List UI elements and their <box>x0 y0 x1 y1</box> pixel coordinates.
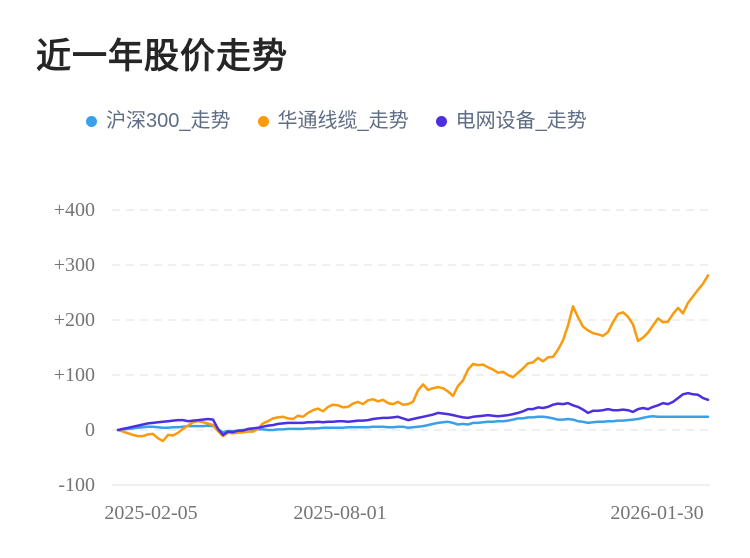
y-axis-label: +100 <box>53 364 95 386</box>
legend-item-grid-equipment[interactable]: 电网设备_走势 <box>435 110 587 132</box>
y-axis-label: 0 <box>85 419 95 441</box>
huatong-cable-series-dot-icon <box>257 115 269 127</box>
hs300-series-dot-icon <box>86 115 97 127</box>
legend-label-grid-equipment: 电网设备_走势 <box>455 110 587 132</box>
y-axis-label: +400 <box>53 199 95 221</box>
legend-item-hs300[interactable]: 沪深300_走势 <box>86 111 231 131</box>
legend-label-hs300: 沪深300_走势 <box>106 110 231 132</box>
y-axis-label: -100 <box>58 474 95 496</box>
grid-equipment-series-dot-icon <box>435 115 447 127</box>
legend-item-huatong-cable[interactable]: 华通线缆_走势 <box>257 110 409 132</box>
legend-label-huatong-cable: 华通线缆_走势 <box>277 110 409 132</box>
page-title: 近一年股价走势 <box>36 37 289 76</box>
x-axis-label: 2026-01-30 <box>610 502 704 524</box>
y-axis-label: +200 <box>53 309 95 331</box>
x-axis-label: 2025-02-05 <box>104 502 198 524</box>
legend: 沪深300_走势 华通线缆_走势 电网设备_走势 <box>86 111 587 131</box>
x-axis-label: 2025-08-01 <box>293 502 387 524</box>
y-axis-label: +300 <box>53 254 95 276</box>
